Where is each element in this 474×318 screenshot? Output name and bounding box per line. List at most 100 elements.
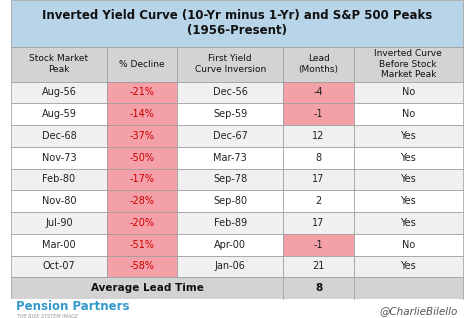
- Bar: [107, 256, 177, 277]
- Bar: [11, 299, 463, 318]
- Bar: [11, 81, 107, 103]
- Bar: [11, 190, 107, 212]
- Bar: [354, 169, 463, 190]
- Bar: [11, 277, 463, 299]
- Text: -51%: -51%: [129, 240, 155, 250]
- Text: Sep-78: Sep-78: [213, 175, 247, 184]
- Bar: [283, 190, 354, 212]
- Bar: [283, 212, 354, 234]
- Text: -28%: -28%: [129, 196, 155, 206]
- Text: Sep-80: Sep-80: [213, 196, 247, 206]
- Text: -17%: -17%: [129, 175, 155, 184]
- Text: Feb-80: Feb-80: [43, 175, 75, 184]
- Bar: [283, 234, 354, 256]
- Text: Yes: Yes: [401, 175, 416, 184]
- Bar: [11, 103, 107, 125]
- Bar: [107, 190, 177, 212]
- Text: @CharlieBilello: @CharlieBilello: [380, 307, 458, 316]
- Text: Lead
(Months): Lead (Months): [299, 54, 338, 74]
- Text: Yes: Yes: [401, 261, 416, 272]
- Bar: [107, 103, 177, 125]
- Text: -50%: -50%: [129, 153, 155, 163]
- Bar: [354, 212, 463, 234]
- Text: Dec-56: Dec-56: [213, 87, 247, 97]
- Bar: [283, 169, 354, 190]
- Bar: [107, 169, 177, 190]
- Text: % Decline: % Decline: [119, 60, 164, 69]
- Text: Aug-56: Aug-56: [42, 87, 76, 97]
- Text: Jul-90: Jul-90: [45, 218, 73, 228]
- Text: Apr-00: Apr-00: [214, 240, 246, 250]
- Text: -20%: -20%: [129, 218, 155, 228]
- Bar: [107, 81, 177, 103]
- Text: Sep-59: Sep-59: [213, 109, 247, 119]
- Text: Pension Partners: Pension Partners: [16, 300, 129, 313]
- Text: 12: 12: [312, 131, 325, 141]
- Bar: [11, 147, 107, 169]
- Bar: [11, 169, 107, 190]
- Text: No: No: [401, 109, 415, 119]
- Text: Aug-59: Aug-59: [42, 109, 76, 119]
- Text: Inverted Curve
Before Stock
Market Peak: Inverted Curve Before Stock Market Peak: [374, 49, 442, 79]
- Bar: [283, 81, 354, 103]
- Text: Inverted Yield Curve (10-Yr minus 1-Yr) and S&P 500 Peaks
(1956-Present): Inverted Yield Curve (10-Yr minus 1-Yr) …: [42, 10, 432, 38]
- Bar: [283, 256, 354, 277]
- Text: Nov-80: Nov-80: [42, 196, 76, 206]
- Bar: [11, 256, 107, 277]
- Text: No: No: [401, 240, 415, 250]
- Text: THE RISK SYSTEM IMAGE: THE RISK SYSTEM IMAGE: [17, 314, 78, 318]
- Bar: [107, 234, 177, 256]
- Bar: [177, 234, 283, 256]
- Text: -21%: -21%: [129, 87, 155, 97]
- Bar: [11, 0, 463, 47]
- Bar: [11, 47, 107, 81]
- Bar: [283, 47, 354, 81]
- Bar: [354, 125, 463, 147]
- Text: Dec-67: Dec-67: [213, 131, 247, 141]
- Bar: [107, 47, 177, 81]
- Text: Average Lead Time: Average Lead Time: [91, 283, 204, 293]
- Bar: [283, 125, 354, 147]
- Text: 8: 8: [315, 283, 322, 293]
- Text: 2: 2: [315, 196, 322, 206]
- Text: -4: -4: [314, 87, 323, 97]
- Bar: [177, 169, 283, 190]
- Bar: [354, 190, 463, 212]
- Text: Mar-73: Mar-73: [213, 153, 247, 163]
- Text: -1: -1: [314, 109, 323, 119]
- Bar: [354, 147, 463, 169]
- Text: Nov-73: Nov-73: [42, 153, 76, 163]
- Bar: [177, 125, 283, 147]
- Bar: [354, 256, 463, 277]
- Bar: [11, 212, 107, 234]
- Text: Feb-89: Feb-89: [214, 218, 247, 228]
- Bar: [177, 81, 283, 103]
- Text: First Yield
Curve Inversion: First Yield Curve Inversion: [195, 54, 266, 74]
- Bar: [177, 47, 283, 81]
- Text: 17: 17: [312, 175, 325, 184]
- Bar: [107, 125, 177, 147]
- Bar: [11, 234, 107, 256]
- Text: Stock Market
Peak: Stock Market Peak: [29, 54, 89, 74]
- Text: Dec-68: Dec-68: [42, 131, 76, 141]
- Text: No: No: [401, 87, 415, 97]
- Text: 8: 8: [316, 153, 321, 163]
- Text: 21: 21: [312, 261, 325, 272]
- Text: Jan-06: Jan-06: [215, 261, 246, 272]
- Bar: [354, 47, 463, 81]
- Text: -1: -1: [314, 240, 323, 250]
- Bar: [177, 190, 283, 212]
- Bar: [177, 103, 283, 125]
- Bar: [11, 125, 107, 147]
- Bar: [354, 234, 463, 256]
- Text: Oct-07: Oct-07: [43, 261, 75, 272]
- Bar: [354, 81, 463, 103]
- Bar: [107, 212, 177, 234]
- Bar: [283, 103, 354, 125]
- Text: 17: 17: [312, 218, 325, 228]
- Bar: [354, 103, 463, 125]
- Text: -37%: -37%: [129, 131, 155, 141]
- Text: Yes: Yes: [401, 153, 416, 163]
- Text: -58%: -58%: [129, 261, 155, 272]
- Bar: [177, 212, 283, 234]
